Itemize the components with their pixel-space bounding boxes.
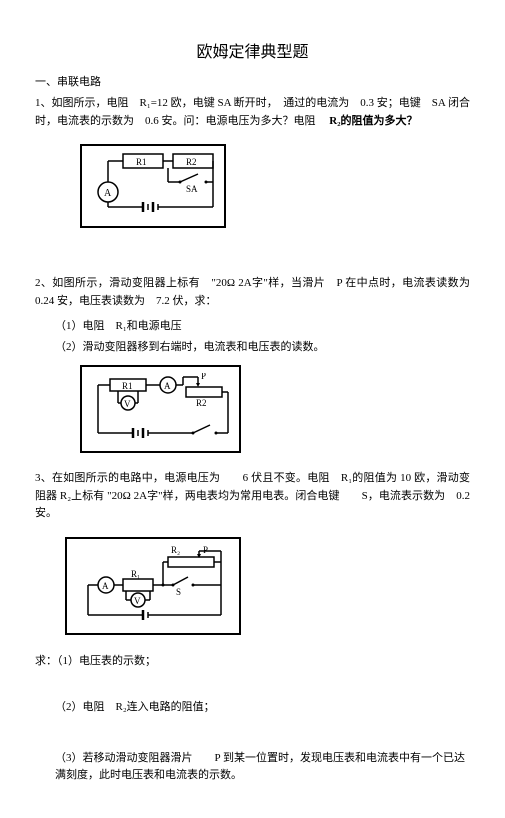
d2-voltmeter-label: V	[124, 399, 131, 409]
problem-2-main: 2、如图所示，滑动变阻器上标有 "20Ω 2A字"样，当滑片 P 在中点时，电流…	[35, 277, 481, 307]
d2-p-label: P	[201, 373, 206, 381]
page-title: 欧姆定律典型题	[35, 40, 470, 66]
d1-r2-label: R2	[186, 157, 197, 167]
circuit-diagram-2: R1 A P R2 V	[80, 365, 241, 453]
d1-ammeter-label: A	[104, 188, 112, 199]
d2-r2-label: R2	[196, 398, 207, 408]
d3-s-label: S	[176, 587, 181, 597]
problem-2: 2、如图所示，滑动变阻器上标有 "20Ω 2A字"样，当滑片 P 在中点时，电流…	[35, 275, 470, 310]
section-header-1: 一、串联电路	[35, 74, 470, 92]
problem-3-main: 3、在如图所示的电路中，电源电压为 6 伏且不变。电阻 R₁的阻值为 10 欧，…	[35, 472, 470, 519]
problem-3-after-diagram: 求：（1）电压表的示数；	[35, 653, 470, 671]
problem-2-sub1: （1）电阻 R₁和电源电压	[55, 318, 470, 336]
d1-r1-label: R1	[136, 157, 147, 167]
d3-r2-label: R₂	[171, 545, 180, 555]
problem-3: 3、在如图所示的电路中，电源电压为 6 伏且不变。电阻 R₁的阻值为 10 欧，…	[35, 470, 470, 523]
d1-sa-label: SA	[186, 184, 198, 194]
d3-ammeter-label: A	[102, 581, 109, 591]
problem-1: 1、如图所示，电阻 R₁=12 欧，电键 SA 断开时， 通过的电流为 0.3 …	[35, 95, 470, 130]
physics-worksheet: 欧姆定律典型题 一、串联电路 1、如图所示，电阻 R₁=12 欧，电键 SA 断…	[0, 0, 505, 818]
d3-voltmeter-label: V	[134, 596, 141, 606]
d3-r1-label: R₁	[131, 569, 140, 579]
circuit-diagram-3: R₂ P S A R₁	[65, 537, 241, 635]
d2-r1-label: R1	[122, 381, 133, 391]
problem-2-sub2: （2）滑动变阻器移到右端时，电流表和电压表的读数。	[55, 339, 470, 357]
d2-ammeter-label: A	[164, 381, 171, 391]
problem-3-sub3: （3）若移动滑动变阻器滑片 P 到某一位置时，发现电压表和电流表中有一个已达满刻…	[55, 750, 470, 785]
circuit-diagram-1: R1 R2 SA A	[80, 144, 226, 228]
problem-1-text-b: R₂的阻值为多大？	[329, 115, 417, 127]
d3-p-label: P	[203, 545, 208, 555]
